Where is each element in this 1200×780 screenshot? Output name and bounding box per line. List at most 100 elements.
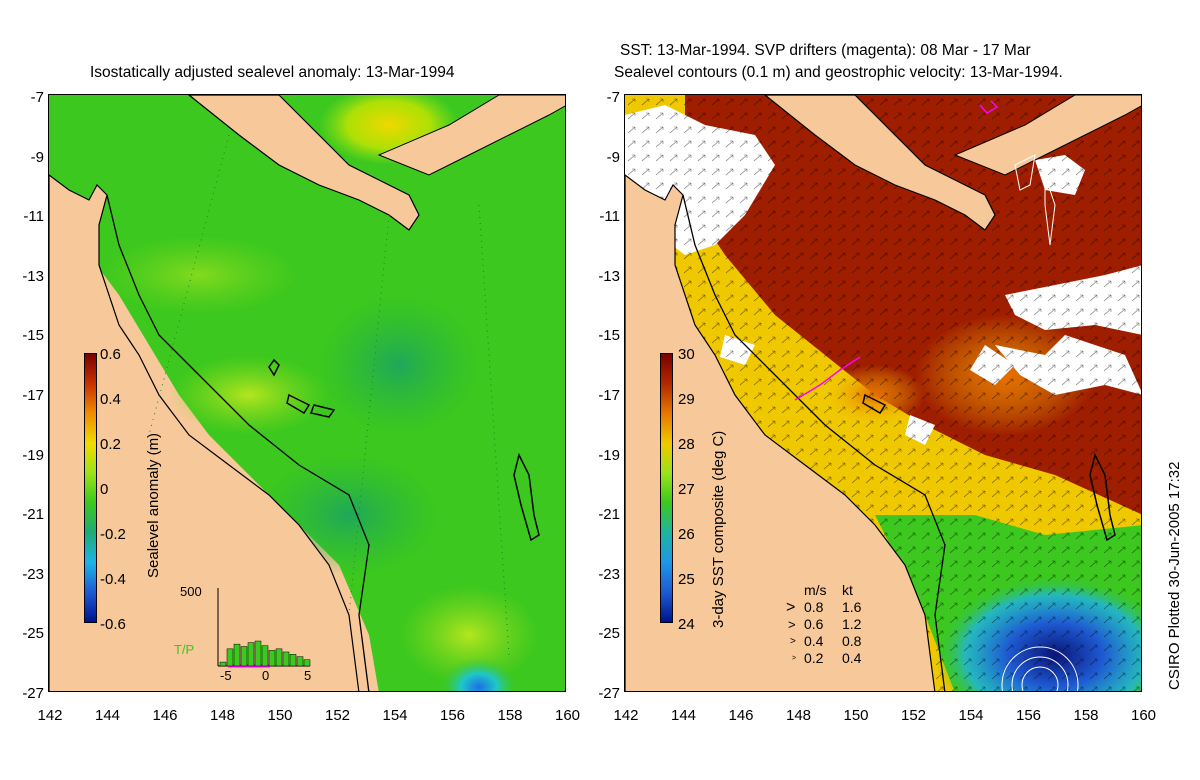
- histogram-bar: [303, 659, 311, 667]
- x-tick-label: 154: [958, 707, 984, 724]
- legend-arrow: >: [790, 636, 796, 647]
- legend-ms-value: 0.8: [804, 599, 824, 615]
- colorbar-tick-label: 24: [678, 616, 695, 633]
- colorbar-tick-label: 26: [678, 526, 695, 543]
- legend-kt-value: 0.8: [842, 633, 862, 649]
- histogram-bar: [268, 650, 276, 667]
- x-tick-label: 148: [209, 707, 236, 724]
- histogram-xtick: -5: [220, 668, 232, 683]
- colorbar-tick-label: 29: [678, 391, 695, 408]
- sealevel-colorbar: [84, 353, 97, 623]
- y-tick-label: -25: [22, 625, 44, 643]
- histogram-bar: [275, 648, 283, 667]
- sealevel-anomaly-map: [48, 94, 566, 692]
- y-tick-label: -23: [22, 565, 44, 583]
- histogram-label: T/P: [174, 642, 195, 657]
- x-tick-label: 146: [152, 707, 178, 724]
- colorbar-tick-label: 25: [678, 571, 695, 588]
- legend-ms-value: 0.6: [804, 616, 824, 632]
- histogram-bar: [219, 661, 227, 667]
- colorbar-tick-label: 0.4: [100, 391, 121, 408]
- legend-arrow: >: [792, 655, 797, 662]
- y-tick-label: -25: [598, 625, 620, 643]
- velocity-legend: m/s kt >0.8 1.6 >0.6 1.2 >0.4 0.8 >0.2 0.4: [780, 582, 880, 672]
- x-tick-label: 150: [267, 707, 293, 724]
- right-panel-title-line1: SST: 13-Mar-1994. SVP drifters (magenta)…: [620, 42, 1031, 59]
- histogram-bar: [282, 651, 290, 667]
- y-tick-label: -7: [606, 89, 620, 106]
- legend-kt-value: 1.2: [842, 616, 862, 632]
- x-tick-label: 158: [1073, 707, 1099, 724]
- histogram-bar: [247, 642, 255, 667]
- colorbar-tick-label: 0: [100, 481, 109, 498]
- right-panel-title-line2: Sealevel contours (0.1 m) and geostrophi…: [614, 64, 1063, 81]
- histogram-bar: [261, 645, 269, 667]
- tp-histogram: 500 T/P -5 0 5: [170, 584, 320, 684]
- legend-header-ms: m/s: [804, 582, 827, 598]
- legend-ms-value: 0.4: [804, 633, 824, 649]
- x-tick-label: 152: [900, 707, 927, 724]
- histogram-bar: [254, 640, 262, 667]
- x-tick-label: 160: [554, 707, 581, 724]
- colorbar-tick-label: 28: [678, 436, 695, 453]
- sealevel-colorbar-label: Sealevel anomaly (m): [145, 432, 162, 578]
- y-tick-label: -11: [599, 208, 620, 226]
- y-tick-label: -17: [598, 387, 620, 404]
- y-tick-label: -19: [22, 446, 44, 464]
- x-tick-label: 142: [613, 707, 639, 724]
- legend-header-kt: kt: [842, 582, 853, 598]
- left-panel-title: Isostatically adjusted sealevel anomaly:…: [90, 64, 455, 81]
- colorbar-tick-label: 0.6: [100, 346, 121, 363]
- histogram-bar: [240, 646, 248, 667]
- x-tick-label: 160: [1130, 707, 1157, 724]
- x-tick-label: 152: [324, 707, 351, 724]
- legend-arrow: >: [786, 599, 796, 616]
- legend-arrow: >: [788, 617, 796, 632]
- x-tick-label: 154: [382, 707, 408, 724]
- x-tick-label: 156: [1015, 707, 1042, 724]
- histogram-xtick: 5: [304, 668, 312, 683]
- histogram-ymax: 500: [180, 584, 202, 599]
- y-tick-label: -13: [22, 267, 44, 285]
- y-tick-label: -27: [598, 685, 620, 702]
- x-tick-label: 156: [439, 707, 466, 724]
- y-tick-label: -17: [22, 387, 44, 404]
- y-tick-label: -21: [22, 506, 44, 524]
- x-tick-label: 148: [785, 707, 812, 724]
- legend-kt-value: 1.6: [842, 599, 862, 615]
- colorbar-tick-label: 27: [678, 481, 695, 498]
- colorbar-tick-label: 0.2: [100, 436, 121, 453]
- colorbar-tick-label: -0.2: [100, 526, 126, 543]
- histogram-bar: [296, 656, 304, 667]
- colorbar-tick-label: -0.4: [100, 571, 126, 588]
- y-tick-label: -15: [598, 327, 620, 345]
- y-tick-label: -13: [598, 267, 620, 285]
- sst-map: [624, 94, 1142, 692]
- y-tick-label: -9: [606, 148, 620, 166]
- y-tick-label: -23: [598, 565, 620, 583]
- y-tick-label: -15: [22, 327, 44, 345]
- plot-credit: CSIRO Plotted 30-Jun-2005 17:32: [1166, 461, 1183, 690]
- sst-colorbar: [660, 353, 673, 623]
- sst-colorbar-label: 3-day SST composite (deg C): [710, 430, 727, 628]
- legend-ms-value: 0.2: [804, 650, 824, 666]
- y-tick-label: -9: [30, 148, 44, 166]
- histogram-xtick: 0: [262, 668, 270, 683]
- x-tick-label: 144: [670, 707, 697, 724]
- colorbar-tick-label: 30: [678, 346, 695, 363]
- y-tick-label: -11: [23, 208, 44, 226]
- y-tick-label: -21: [598, 506, 620, 524]
- y-tick-label: -7: [30, 89, 44, 106]
- x-tick-label: 146: [728, 707, 754, 724]
- x-tick-label: 142: [37, 707, 63, 724]
- x-tick-label: 158: [497, 707, 523, 724]
- colorbar-tick-label: -0.6: [100, 616, 126, 633]
- histogram-bar: [233, 643, 241, 667]
- histogram-bar: [289, 654, 297, 667]
- y-tick-label: -19: [598, 446, 620, 464]
- x-tick-label: 144: [94, 707, 121, 724]
- histogram-bar: [226, 648, 234, 667]
- y-tick-label: -27: [22, 685, 44, 702]
- x-tick-label: 150: [843, 707, 869, 724]
- legend-kt-value: 0.4: [842, 650, 862, 666]
